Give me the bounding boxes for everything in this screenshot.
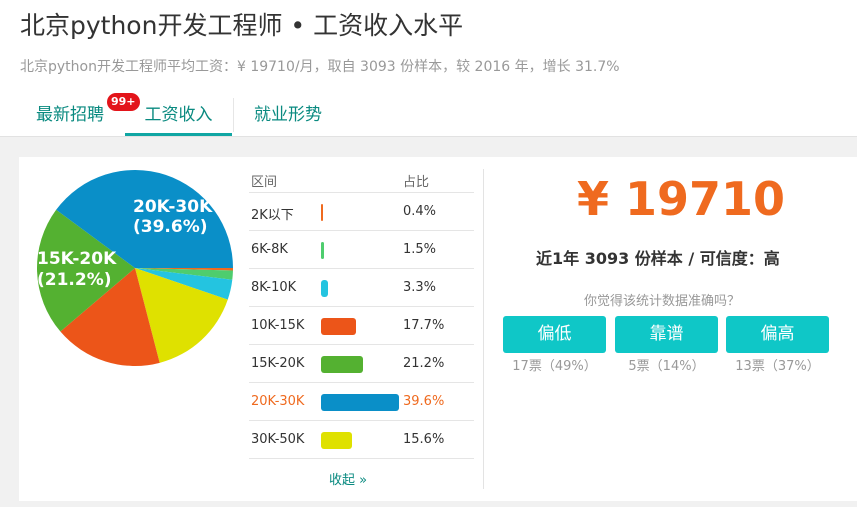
- pie-slice-8K-10K[interactable]: [135, 268, 233, 300]
- tab-salary-income[interactable]: 工资收入: [125, 96, 232, 136]
- page-subtitle: 北京python开发工程师平均工资：¥ 19710/月，取自 3093 份样本，…: [20, 59, 620, 75]
- pie-label: 20K-30K: [133, 197, 213, 217]
- range-label: 15K-20K: [251, 356, 305, 371]
- page-title: 北京python开发工程师 • 工资收入水平: [20, 11, 464, 40]
- pie-slice-6K-8K[interactable]: [135, 268, 233, 280]
- tab-label: 工资收入: [144, 105, 213, 125]
- tab-label: 就业形势: [254, 105, 322, 125]
- table-header: 区间 占比: [249, 165, 474, 193]
- average-salary: ¥ 19710: [577, 172, 786, 226]
- percentage-bar: [321, 356, 363, 373]
- percentage-value: 3.3%: [403, 280, 437, 295]
- range-label: 2K以下: [251, 208, 294, 223]
- range-label: 10K-15K: [251, 318, 305, 333]
- tab-divider: [233, 98, 234, 132]
- header-percentage: 占比: [403, 175, 430, 190]
- pie-slice-20K-30K[interactable]: [56, 170, 234, 268]
- percentage-value: 15.6%: [403, 432, 445, 447]
- header-range: 区间: [251, 175, 278, 190]
- pie-slice-30K-50K[interactable]: [135, 268, 228, 363]
- table-row: 8K-10K 3.3%: [249, 269, 474, 307]
- table-row: 2K以下 0.4%: [249, 193, 474, 231]
- sample-info: 近1年 3093 份样本 / 可信度：高: [536, 249, 780, 268]
- accuracy-question: 你觉得该统计数据准确吗？: [584, 294, 741, 309]
- table-row: 15K-20K 21.2%: [249, 345, 474, 383]
- vertical-divider: [483, 169, 484, 489]
- percentage-value: 0.4%: [403, 204, 437, 219]
- percentage-bar: [321, 204, 323, 221]
- percentage-bar: [321, 280, 328, 297]
- table-row: 30K-50K 15.6%: [249, 421, 474, 459]
- vote-reliable-button[interactable]: 靠谱: [615, 316, 718, 353]
- pie-slice-2K以下[interactable]: [135, 268, 233, 271]
- pie-label-percent: (39.6%): [133, 217, 208, 237]
- vote-high-count: 13票（37%）: [735, 359, 820, 374]
- range-label: 6K-8K: [251, 242, 288, 257]
- new-count-badge: 99+: [107, 93, 140, 111]
- range-label: 30K-50K: [251, 432, 305, 447]
- range-label: 8K-10K: [251, 280, 297, 295]
- pie-label: 15K-20K: [37, 249, 117, 269]
- percentage-bar: [321, 318, 356, 335]
- percentage-bar: [321, 242, 324, 259]
- tab-underline-divider: [0, 136, 857, 137]
- salary-card: 20K-30K (39.6%) 15K-20K (21.2%) 区间 占比 收起 » …: [19, 157, 857, 501]
- table-row: 6K-8K 1.5%: [249, 231, 474, 269]
- tab-employment-trend[interactable]: 就业形势: [238, 96, 338, 136]
- header-section: 北京python开发工程师 • 工资收入水平 北京python开发工程师平均工资…: [0, 0, 857, 137]
- percentage-bar: [321, 432, 352, 449]
- pie-slice-10K-15K[interactable]: [60, 268, 160, 366]
- vote-low-count: 17票（49%）: [512, 359, 597, 374]
- percentage-bar: [321, 394, 399, 411]
- vote-reliable-count: 5票（14%）: [628, 359, 705, 374]
- range-label: 20K-30K: [251, 394, 305, 409]
- pie-label-percent: (21.2%): [37, 270, 112, 290]
- tab-latest-jobs[interactable]: 最新招聘 99+: [20, 93, 140, 136]
- tab-label: 最新招聘: [36, 105, 104, 125]
- percentage-value: 17.7%: [403, 318, 445, 333]
- collapse-link[interactable]: 收起 »: [329, 473, 368, 488]
- tab-bar: 最新招聘 99+ 工资收入 就业形势: [20, 93, 857, 136]
- percentage-value: 21.2%: [403, 356, 445, 371]
- vote-high-button[interactable]: 偏高: [726, 316, 829, 353]
- vote-low-button[interactable]: 偏低: [503, 316, 606, 353]
- table-row: 20K-30K 39.6%: [249, 383, 474, 421]
- pie-slice-15K-20K[interactable]: [36, 209, 135, 332]
- percentage-value: 1.5%: [403, 242, 437, 257]
- table-row: 10K-15K 17.7%: [249, 307, 474, 345]
- salary-pie-chart: 20K-30K(39.6%) 15K-20K(21.2%): [36, 170, 234, 366]
- percentage-value: 39.6%: [403, 394, 445, 409]
